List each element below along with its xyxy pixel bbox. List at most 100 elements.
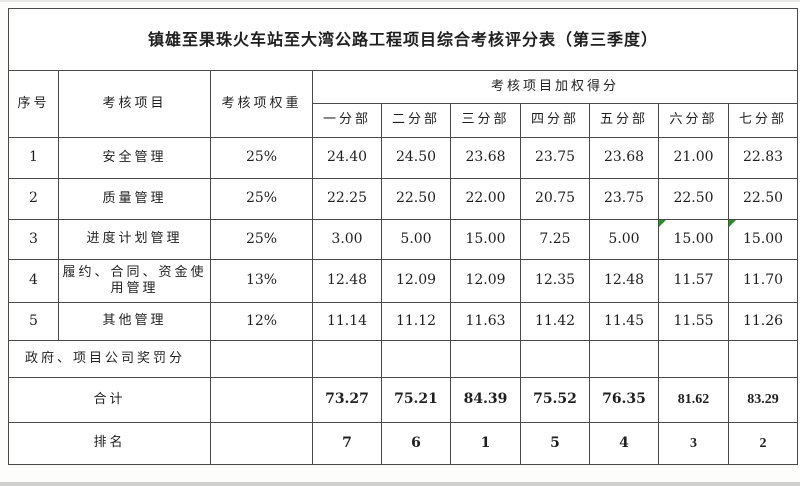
score-cell: 76.35 (589, 377, 659, 423)
score-cell: 15.00 (450, 219, 521, 260)
item-name-cell: 质量管理 (58, 178, 211, 220)
score-cell: 23.68 (589, 137, 659, 179)
score-cell: 3 (658, 422, 729, 465)
item-name-cell: 其他管理 (58, 302, 211, 341)
column-header-item: 考核项目 (58, 70, 211, 138)
score-cell: 1 (450, 422, 521, 465)
table-row: 1 安全管理 25% 24.40 24.50 23.68 23.75 23.68 21.00 22… (8, 137, 799, 179)
score-cell: 22.50 (381, 178, 451, 220)
score-cell: 15.00 (658, 219, 729, 260)
score-cell (658, 340, 729, 378)
score-cell: 11.70 (727, 259, 799, 303)
score-cell: 75.21 (381, 377, 451, 423)
score-cell: 75.52 (520, 377, 590, 423)
row-index-cell: 4 (8, 259, 59, 303)
table-row: 3 进度计划管理 25% 3.00 5.00 15.00 7.25 5.00 15.00 15.0… (8, 219, 799, 260)
section-header-7: 七分部 (727, 103, 799, 138)
score-cell: 24.50 (381, 137, 451, 179)
score-cell: 22.50 (727, 178, 799, 220)
score-cell: 12.09 (381, 259, 451, 303)
weight-cell: 25% (210, 178, 313, 220)
score-cell: 12.35 (520, 259, 590, 303)
table-row: 4 履约、合同、资金使用管理 13% 12.48 12.09 12.09 12.35 12.4… (8, 259, 799, 303)
section-header-1: 一分部 (312, 103, 382, 138)
row-index-cell: 3 (8, 219, 59, 260)
column-header-index: 序号 (8, 70, 59, 138)
weight-cell (210, 377, 313, 423)
score-cell: 81.62 (658, 377, 729, 423)
score-cell: 23.75 (520, 137, 590, 179)
score-cell: 11.55 (658, 302, 729, 341)
score-cell: 24.40 (312, 137, 382, 179)
item-name-cell: 安全管理 (58, 137, 211, 179)
score-cell: 84.39 (450, 377, 521, 423)
score-cell: 20.75 (520, 178, 590, 220)
score-cell (312, 340, 382, 378)
score-cell: 11.42 (520, 302, 590, 341)
score-cell: 22.25 (312, 178, 382, 220)
score-cell: 83.29 (727, 377, 799, 423)
item-name-cell: 进度计划管理 (58, 219, 211, 260)
weight-cell: 25% (210, 219, 313, 260)
table-row: 5 其他管理 12% 11.14 11.12 11.63 11.42 11.45 11.55 11… (8, 302, 799, 341)
score-cell: 22.50 (658, 178, 729, 220)
summary-row: 政府、项目公司奖罚分 (8, 340, 799, 378)
header-row-group: 序号 考核项目 考核项权重 考核项目加权得分 (8, 70, 799, 138)
section-header-3: 三分部 (450, 103, 521, 138)
weight-cell (210, 340, 313, 378)
score-cell: 4 (589, 422, 659, 465)
summary-row: 排名 7 6 1 5 4 3 2 (8, 422, 799, 465)
title-row: 镇雄至果珠火车站至大湾公路工程项目综合考核评分表（第三季度） (7, 8, 799, 71)
row-index-cell: 5 (8, 302, 59, 341)
score-cell: 3.00 (312, 219, 382, 260)
score-cell: 22.83 (727, 137, 799, 179)
score-cell: 11.57 (658, 259, 729, 303)
weight-cell: 13% (210, 259, 313, 303)
score-cell (520, 340, 590, 378)
row-index-cell: 1 (8, 137, 59, 179)
item-name-cell: 履约、合同、资金使用管理 (58, 259, 211, 303)
score-cell: 73.27 (312, 377, 382, 423)
score-cell: 21.00 (658, 137, 729, 179)
score-cell (381, 340, 451, 378)
score-cell (589, 340, 659, 378)
score-cell: 12.09 (450, 259, 521, 303)
score-cell: 7.25 (520, 219, 590, 260)
score-cell: 11.12 (381, 302, 451, 341)
header-row-sections: 一分部 二分部 三分部 四分部 五分部 六分部 七分部 (9, 103, 799, 138)
page-bottom-edge (0, 482, 800, 486)
row-index-cell: 2 (8, 178, 59, 220)
assessment-table: 镇雄至果珠火车站至大湾公路工程项目综合考核评分表（第三季度） 序号 考核项目 考… (7, 8, 799, 465)
weight-cell (210, 422, 313, 465)
score-cell: 23.68 (450, 137, 521, 179)
section-header-4: 四分部 (520, 103, 590, 138)
section-header-2: 二分部 (381, 103, 451, 138)
score-cell (450, 340, 521, 378)
score-cell: 12.48 (312, 259, 382, 303)
score-cell: 5.00 (589, 219, 659, 260)
section-header-5: 五分部 (589, 103, 659, 138)
score-cell: 5 (520, 422, 590, 465)
score-cell: 6 (381, 422, 451, 465)
summary-label-cell: 合计 (8, 377, 211, 423)
score-cell: 11.45 (589, 302, 659, 341)
column-header-weighted-score-group: 考核项目加权得分 (311, 70, 799, 104)
score-cell: 11.14 (312, 302, 382, 341)
score-cell: 2 (727, 422, 799, 465)
score-cell: 11.26 (727, 302, 799, 341)
table-row: 2 质量管理 25% 22.25 22.50 22.00 20.75 23.75 22.50 22… (8, 178, 799, 220)
score-cell: 12.48 (589, 259, 659, 303)
summary-row: 合计 73.27 75.21 84.39 75.52 76.35 81.62 83.29 (8, 377, 799, 423)
score-cell: 22.00 (450, 178, 521, 220)
weight-cell: 25% (210, 137, 313, 179)
score-cell: 15.00 (727, 219, 799, 260)
score-cell: 23.75 (589, 178, 659, 220)
score-cell: 7 (312, 422, 382, 465)
page-top-edge (0, 0, 800, 2)
column-header-weight: 考核项权重 (210, 70, 313, 138)
weight-cell: 12% (210, 302, 313, 341)
score-cell: 11.63 (450, 302, 521, 341)
score-cell (727, 340, 799, 378)
page-title: 镇雄至果珠火车站至大湾公路工程项目综合考核评分表（第三季度） (7, 8, 799, 71)
score-cell: 5.00 (381, 219, 451, 260)
